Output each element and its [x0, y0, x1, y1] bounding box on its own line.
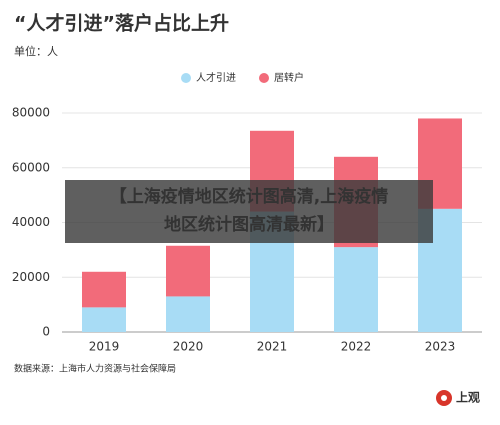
legend-label: 人才引进 [196, 71, 236, 84]
chart-title: “人才引进”落户占比上升 [14, 12, 229, 35]
bar-segment [82, 307, 126, 332]
y-tick-label: 40000 [12, 215, 50, 229]
y-tick-label: 0 [42, 325, 50, 339]
y-tick-label: 60000 [12, 160, 50, 174]
y-tick-label: 20000 [12, 270, 50, 284]
bar-segment [334, 247, 378, 332]
logo-text: 上观 [456, 390, 480, 405]
legend-swatch [259, 73, 269, 83]
unit-label: 单位：人 [14, 44, 58, 58]
overlay-banner [65, 180, 433, 243]
bar-segment [166, 296, 210, 332]
x-tick-label: 2020 [173, 340, 204, 354]
legend-label: 居转户 [274, 71, 304, 84]
overlay-text: 地区统计图高清最新】 [164, 214, 334, 235]
x-tick-label: 2021 [257, 340, 288, 354]
x-tick-label: 2023 [425, 340, 456, 354]
x-tick-label: 2022 [341, 340, 372, 354]
bar-segment [166, 245, 210, 297]
legend-swatch [181, 73, 191, 83]
source: 数据来源：上海市人力资源与社会保障局 [14, 363, 176, 375]
overlay-text: 【上海疫情地区统计图高清,上海疫情 [110, 186, 388, 207]
x-tick-label: 2019 [89, 340, 120, 354]
logo-icon-inner [441, 395, 447, 401]
y-tick-label: 80000 [12, 106, 50, 120]
bar-segment [82, 271, 126, 308]
